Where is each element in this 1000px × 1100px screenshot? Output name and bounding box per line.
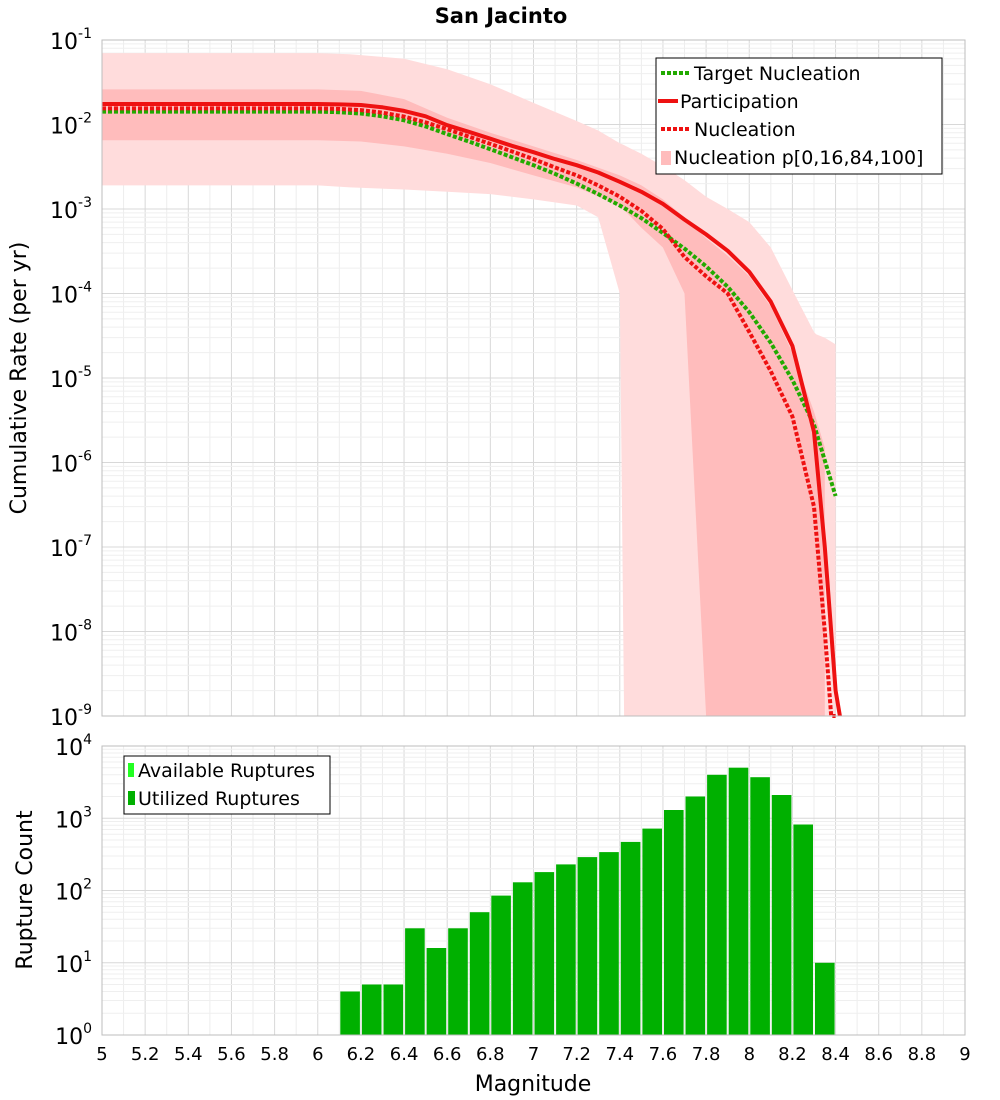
- bar: [491, 895, 511, 1035]
- top-y-tick-label: 10-4: [50, 280, 92, 309]
- bottom-y-tick-labels: 104 103 102 101 100: [55, 732, 92, 1050]
- bottom-y-tick-label: 101: [55, 949, 92, 978]
- bar: [405, 928, 425, 1035]
- bar: [793, 824, 813, 1035]
- x-tick-label: 8: [744, 1044, 755, 1065]
- x-tick-label: 6.8: [476, 1044, 505, 1065]
- x-tick-label: 6.4: [390, 1044, 419, 1065]
- bar: [664, 810, 684, 1035]
- bar: [556, 864, 576, 1035]
- top-y-tick-label: 10-2: [50, 111, 92, 140]
- bar: [750, 777, 770, 1035]
- legend-available-label: Available Ruptures: [138, 760, 315, 782]
- legend-nucleation-label: Nucleation: [694, 119, 796, 141]
- top-y-axis-label: Cumulative Rate (per yr): [7, 242, 32, 515]
- x-tick-label: 8.2: [778, 1044, 807, 1065]
- legend-participation-label: Participation: [680, 91, 799, 113]
- x-tick-label: 8.4: [821, 1044, 850, 1065]
- legend-target-nucleation-label: Target Nucleation: [693, 63, 861, 85]
- bar: [340, 991, 360, 1035]
- bar: [469, 912, 490, 1035]
- series-line-target-nucleation: [102, 109, 838, 497]
- x-tick-label: 5.8: [260, 1044, 289, 1065]
- bar: [771, 795, 792, 1035]
- bottom-y-tick-label: 100: [55, 1021, 92, 1050]
- x-tick-label: 7.4: [605, 1044, 634, 1065]
- bar: [512, 882, 533, 1035]
- bar: [599, 852, 619, 1035]
- bar: [642, 828, 662, 1035]
- top-lines: [102, 102, 842, 718]
- x-tick-label: 7.8: [692, 1044, 721, 1065]
- top-y-tick-label: 10-5: [50, 364, 92, 393]
- x-tick-labels: 5 5.2 5.4 5.6 5.8 6 6.2 6.4 6.6 6.8 7 7.2 7.4 7.6 7.8 8…: [96, 1044, 970, 1065]
- bottom-legend: Available Ruptures Utilized Ruptures: [123, 755, 331, 815]
- x-tick-label: 7: [528, 1044, 539, 1065]
- band-p16-p84: [102, 89, 825, 716]
- x-tick-label: 7.2: [562, 1044, 591, 1065]
- chart-title: San Jacinto: [435, 4, 568, 28]
- legend-nucleation-band-swatch: [661, 151, 671, 165]
- bar: [426, 948, 447, 1035]
- top-y-tick-label: 10-1: [50, 26, 92, 55]
- bar: [707, 774, 727, 1035]
- bottom-legend-box: [123, 755, 331, 815]
- bar: [383, 984, 404, 1035]
- bottom-grid: [101, 745, 966, 1036]
- legend-utilized-swatch: [128, 791, 135, 805]
- x-tick-label: 5.4: [174, 1044, 203, 1065]
- bar: [815, 962, 835, 1036]
- bottom-y-tick-label: 103: [55, 804, 92, 833]
- x-tick-label: 7.6: [649, 1044, 678, 1065]
- bar: [448, 928, 468, 1035]
- x-tick-label: 5.6: [217, 1044, 246, 1065]
- top-y-tick-label: 10-7: [50, 533, 92, 562]
- bar: [728, 767, 749, 1035]
- x-tick-label: 5.2: [131, 1044, 160, 1065]
- x-tick-label: 5: [96, 1044, 107, 1065]
- bottom-y-axis-label: Rupture Count: [13, 810, 38, 970]
- bar: [534, 872, 555, 1035]
- bottom-y-tick-label: 104: [55, 732, 92, 761]
- x-tick-label: 6.6: [433, 1044, 462, 1065]
- bar: [577, 857, 598, 1035]
- top-legend-box: [655, 57, 943, 175]
- top-y-tick-label: 10-9: [50, 702, 92, 731]
- top-panel: 10-1 10-2 10-3 10-4 10-5 10-6 10-7 10-8 10-9 Cum…: [7, 26, 966, 731]
- series-line-nucleation: [102, 106, 836, 718]
- x-axis-label: Magnitude: [475, 1072, 592, 1097]
- top-y-tick-labels: 10-1 10-2 10-3 10-4 10-5 10-6 10-7 10-8 10-9: [50, 26, 92, 731]
- top-y-tick-label: 10-3: [50, 195, 92, 224]
- legend-utilized-label: Utilized Ruptures: [138, 788, 300, 810]
- bottom-bars: [340, 767, 835, 1036]
- bottom-y-tick-label: 102: [55, 877, 92, 906]
- top-legend: Target Nucleation Participation Nucleati…: [655, 57, 943, 175]
- legend-nucleation-band-label: Nucleation p[0,16,84,100]: [674, 147, 923, 169]
- legend-available-swatch: [128, 763, 134, 777]
- x-tick-label: 6.2: [347, 1044, 376, 1065]
- bottom-plot-frame: [101, 745, 966, 1036]
- x-tick-label: 8.6: [864, 1044, 893, 1065]
- series-line-participation: [102, 102, 842, 717]
- x-tick-label: 8.8: [908, 1044, 937, 1065]
- x-tick-label: 9: [959, 1044, 970, 1065]
- bar: [620, 841, 641, 1035]
- top-plot-frame: [101, 39, 966, 717]
- x-tick-label: 6: [312, 1044, 323, 1065]
- bar: [685, 796, 706, 1035]
- bottom-panel: 104 103 102 101 100 5 5.2 5.4 5.6 5.8 6 6.2 6.4 6.6 6…: [13, 732, 971, 1097]
- top-y-tick-label: 10-8: [50, 618, 92, 647]
- bar: [361, 984, 382, 1035]
- top-y-tick-label: 10-6: [50, 449, 92, 478]
